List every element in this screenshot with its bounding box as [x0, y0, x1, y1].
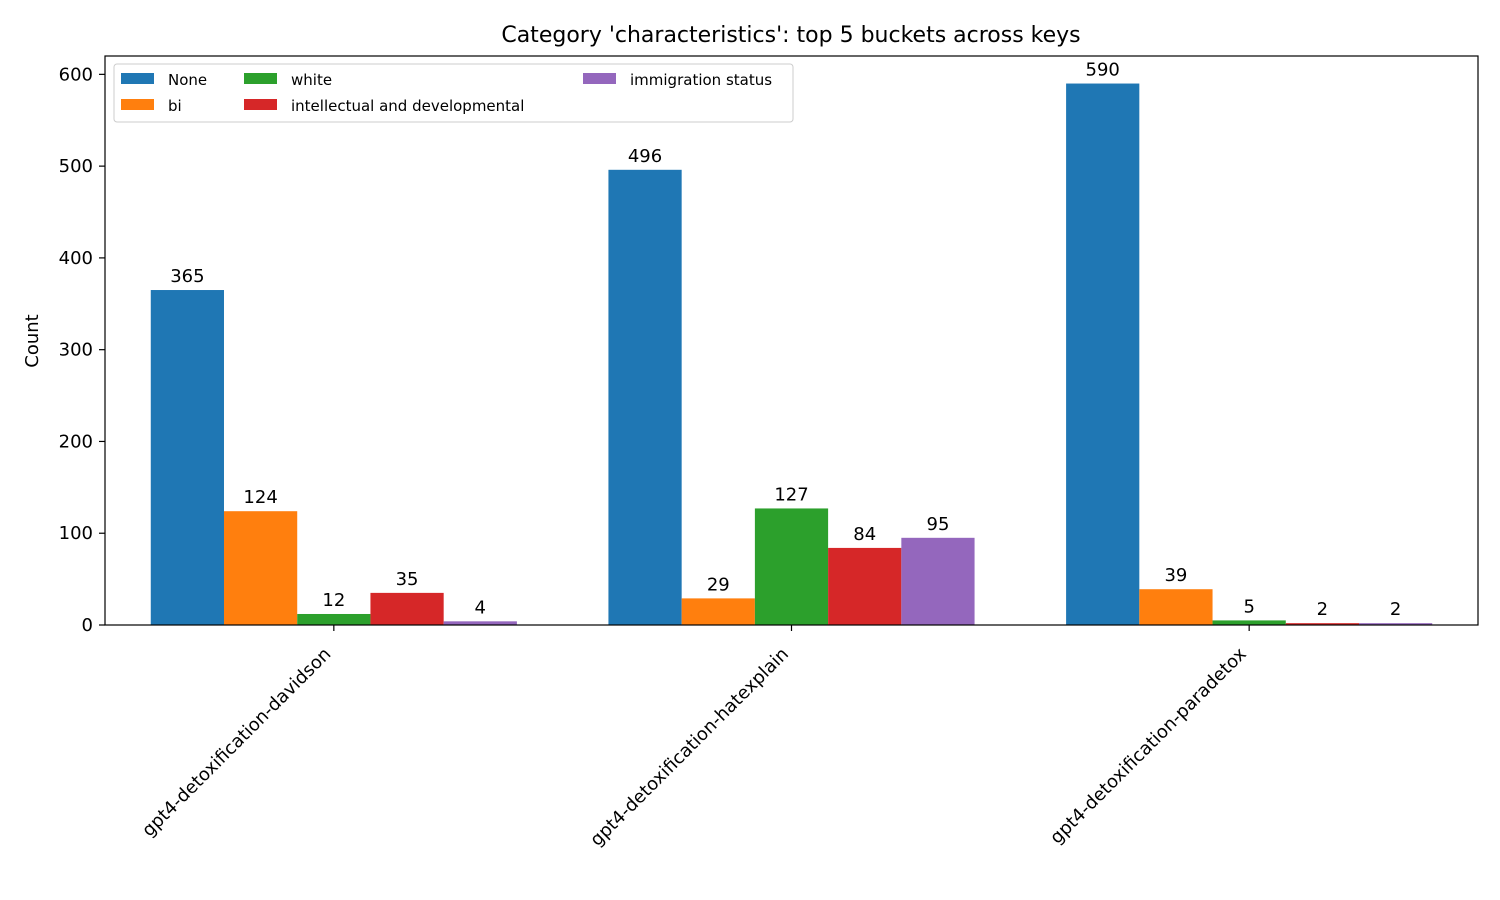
data-label: 39	[1164, 565, 1187, 586]
data-label: 496	[628, 146, 662, 167]
bar-none-1	[608, 169, 682, 626]
data-label: 29	[707, 574, 730, 595]
y-tick-label: 200	[59, 431, 93, 452]
bar-bi-2	[1139, 589, 1213, 625]
data-label: 95	[927, 514, 950, 535]
bar-bi-1	[681, 598, 755, 625]
legend-label: None	[168, 71, 207, 89]
y-tick-label: 300	[59, 340, 93, 361]
bar-immigration-status-1	[901, 537, 975, 625]
data-label: 2	[1390, 599, 1401, 620]
legend-frame	[113, 63, 794, 123]
bar-none-0	[150, 290, 224, 625]
x-tick-label: gpt4-detoxification-davidson	[138, 644, 335, 841]
bar-intellectual-and-developmental-0	[370, 592, 444, 625]
y-tick-label: 100	[59, 523, 93, 544]
data-label: 12	[322, 590, 345, 611]
bar-immigration-status-0	[443, 621, 517, 625]
data-label: 2	[1317, 599, 1328, 620]
y-axis-label: Count	[22, 314, 43, 367]
data-label: 5	[1243, 596, 1254, 617]
data-label: 4	[475, 597, 486, 618]
x-tick-label: gpt4-detoxification-paradetox	[1046, 643, 1251, 848]
data-label: 84	[853, 524, 876, 545]
y-tick-label: 500	[59, 156, 93, 177]
data-label: 365	[170, 266, 204, 287]
plot-area: 365 496 590 124 29 39 12 127 5 35 84 2 4 95 2 0 100 200 30…	[59, 55, 1479, 851]
legend-swatch	[583, 73, 616, 84]
y-tick-label: 0	[82, 615, 93, 636]
bar-white-0	[297, 613, 371, 625]
legend-swatch	[244, 99, 277, 110]
legend-label: immigration status	[630, 71, 772, 89]
bar-bi-0	[223, 511, 298, 625]
legend-swatch	[121, 99, 154, 110]
bar-white-2	[1212, 620, 1286, 625]
data-label: 127	[774, 484, 808, 505]
legend-label: intellectual and developmental	[291, 97, 524, 115]
bar-intellectual-and-developmental-2	[1285, 623, 1360, 625]
y-tick-label: 600	[59, 64, 93, 85]
data-label: 124	[243, 487, 277, 508]
data-label: 590	[1086, 60, 1120, 81]
legend-swatch	[244, 73, 277, 84]
chart-title: Category 'characteristics': top 5 bucket…	[501, 23, 1080, 48]
legend: None bi white intellectual and developmenta…	[113, 63, 794, 123]
legend-label: white	[291, 71, 332, 89]
legend-swatch	[121, 73, 154, 84]
legend-label: bi	[168, 97, 182, 115]
bar-intellectual-and-developmental-1	[828, 547, 902, 625]
bar-white-1	[754, 508, 829, 625]
bar-immigration-status-2	[1359, 623, 1433, 625]
bar-none-2	[1066, 83, 1140, 626]
data-label: 35	[396, 569, 419, 590]
x-tick-label: gpt4-detoxification-hatexplain	[586, 644, 793, 851]
y-tick-label: 400	[59, 248, 93, 269]
